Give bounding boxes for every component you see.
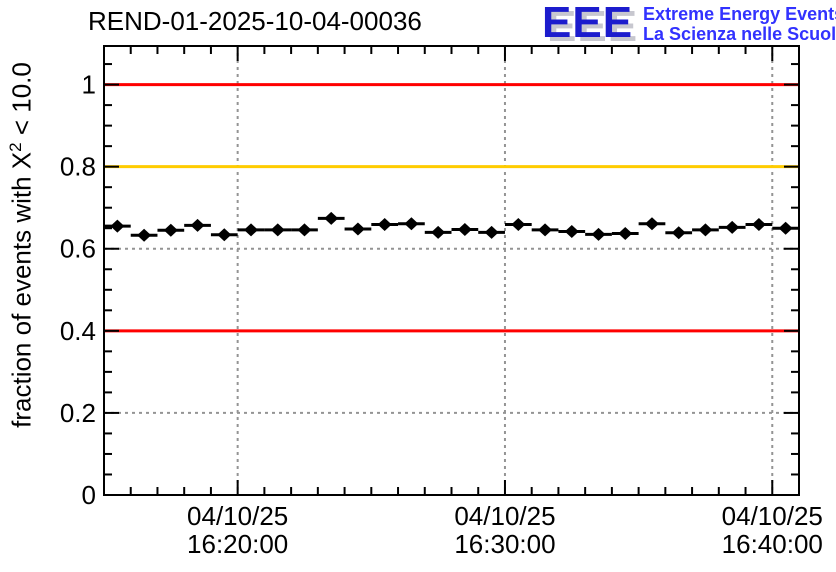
data-point-marker — [538, 223, 553, 237]
data-point-marker — [404, 217, 419, 231]
x-tick-time-label: 16:20:00 — [187, 529, 288, 559]
data-point-marker — [618, 227, 633, 241]
data-point-marker — [190, 218, 205, 232]
data-point-marker — [457, 222, 472, 236]
y-tick-label: 0 — [82, 480, 96, 510]
x-tick-time-label: 16:40:00 — [722, 529, 823, 559]
y-tick-label: 0.8 — [60, 152, 96, 182]
page-title: REND-01-2025-10-04-00036 — [88, 6, 422, 36]
data-point-marker — [163, 223, 178, 237]
eee-logo-line2: La Scienza nelle Scuole — [643, 24, 836, 44]
data-point-marker — [511, 218, 526, 232]
y-tick-label: 0.6 — [60, 234, 96, 264]
data-point-marker — [484, 225, 499, 239]
data-point-marker — [377, 218, 392, 232]
data-point-marker — [217, 228, 232, 242]
data-point-marker — [698, 223, 713, 237]
data-point-marker — [244, 223, 259, 237]
data-point-marker — [644, 217, 659, 231]
data-point-marker — [270, 223, 285, 237]
data-point-marker — [725, 220, 740, 234]
x-tick-date-label: 04/10/25 — [187, 501, 288, 531]
data-point-marker — [110, 219, 125, 233]
data-point-marker — [137, 228, 152, 242]
data-point-marker — [297, 223, 312, 237]
data-point-marker — [751, 218, 766, 232]
data-point-marker — [350, 222, 365, 236]
x-tick-date-label: 04/10/25 — [722, 501, 823, 531]
x-tick-date-label: 04/10/25 — [454, 501, 555, 531]
eee-logo-text: Extreme Energy Events La Scienza nelle S… — [643, 4, 836, 44]
x-tick-time-label: 16:30:00 — [454, 529, 555, 559]
data-point-marker — [778, 221, 793, 235]
eee-logo-acronym: EEE — [542, 0, 634, 47]
y-tick-label: 0.2 — [60, 398, 96, 428]
plot-frame — [103, 45, 800, 496]
eee-logo: EEE Extreme Energy Events La Scienza nel… — [542, 1, 836, 45]
data-point-marker — [671, 226, 686, 240]
data-point-marker — [324, 211, 339, 225]
y-tick-label: 1 — [82, 70, 96, 100]
data-point-marker — [431, 225, 446, 239]
y-tick-label: 0.4 — [60, 316, 96, 346]
data-point-marker — [591, 227, 606, 241]
data-point-marker — [564, 225, 579, 239]
eee-logo-line1: Extreme Energy Events — [643, 4, 836, 24]
